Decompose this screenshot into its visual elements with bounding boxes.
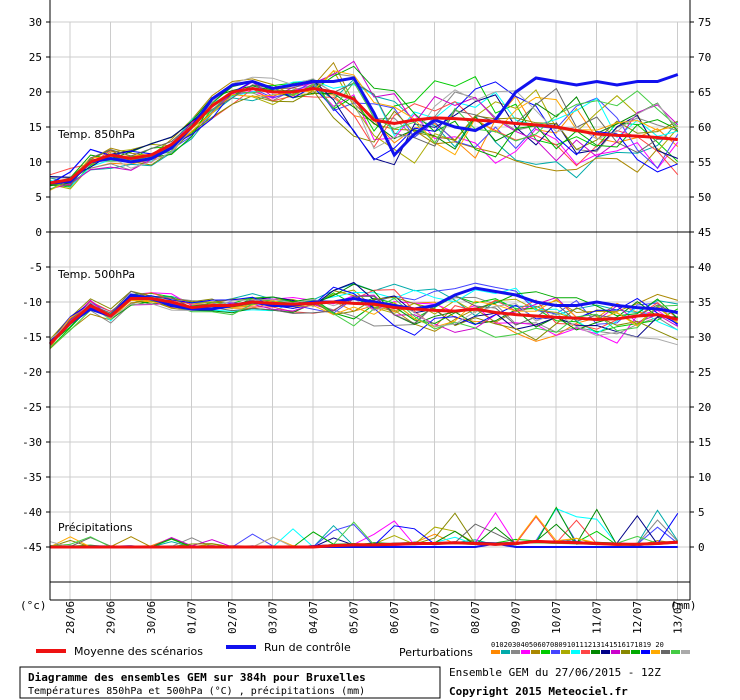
right-tick-label: 5 xyxy=(698,506,705,519)
right-tick-label: 65 xyxy=(698,86,711,99)
title-box xyxy=(19,666,441,699)
chart-subtitle: Températures 850hPa et 500hPa (°C) , pré… xyxy=(28,685,365,697)
perturbation-swatch xyxy=(641,650,650,654)
left-tick-label: -25 xyxy=(22,401,42,414)
perturbation-swatch xyxy=(541,650,550,654)
perturbation-swatch xyxy=(591,650,600,654)
right-tick-label: 50 xyxy=(698,191,711,204)
x-tick-label: 09/07 xyxy=(510,601,523,634)
right-tick-label: 10 xyxy=(698,471,711,484)
perturbation-t850-line xyxy=(49,79,678,187)
left-tick-label: -45 xyxy=(22,541,42,554)
perturbation-swatch xyxy=(671,650,680,654)
left-tick-label: -10 xyxy=(22,296,42,309)
x-tick-label: 02/07 xyxy=(226,601,239,634)
left-tick-label: 5 xyxy=(35,191,42,204)
right-tick-label: 15 xyxy=(698,436,711,449)
right-tick-label: 60 xyxy=(698,121,711,134)
legend-mean-label: Moyenne des scénarios xyxy=(74,645,203,658)
left-tick-label: -15 xyxy=(22,331,42,344)
legend-perturbation-numbers: 01020304050607080910111213141516171819 2… xyxy=(491,641,664,649)
perturbation-swatch xyxy=(561,650,570,654)
left-tick-label: 10 xyxy=(29,156,42,169)
x-tick-label: 30/06 xyxy=(145,601,158,634)
perturbation-swatch xyxy=(621,650,630,654)
left-tick-label: -30 xyxy=(22,436,42,449)
right-tick-label: 75 xyxy=(698,16,711,29)
x-tick-label: 06/07 xyxy=(388,601,401,634)
x-tick-label: 28/06 xyxy=(64,601,77,634)
axes xyxy=(46,0,694,601)
control-t850-line xyxy=(49,73,679,185)
x-tick-label: 11/07 xyxy=(591,601,604,634)
perturbation-t500-line xyxy=(49,298,679,344)
copyright: Copyright 2015 Meteociel.fr xyxy=(449,685,628,698)
right-tick-label: 35 xyxy=(698,296,711,309)
perturbation-swatch xyxy=(511,650,520,654)
chart-title: Diagramme des ensembles GEM sur 384h pou… xyxy=(28,671,366,684)
perturbation-swatch xyxy=(651,650,660,654)
right-tick-label: 30 xyxy=(698,331,711,344)
perturbation-t850-line xyxy=(49,88,679,176)
right-tick-label: 45 xyxy=(698,226,711,239)
right-tick-label: 40 xyxy=(698,261,711,274)
perturbation-swatch xyxy=(681,650,690,654)
x-tick-label: 12/07 xyxy=(631,601,644,634)
x-tick-label: 07/07 xyxy=(429,601,442,634)
mean-precip-line xyxy=(50,539,678,549)
mean-t850-line xyxy=(49,86,678,185)
left-tick-label: -20 xyxy=(22,366,42,379)
perturbation-swatch xyxy=(491,650,500,654)
panel-label-precip: Précipitations xyxy=(58,521,133,534)
left-tick-label: 20 xyxy=(29,86,42,99)
perturbation-swatch xyxy=(601,650,610,654)
ensemble-info: Ensemble GEM du 27/06/2015 - 12Z xyxy=(449,666,661,679)
x-tick-label: 29/06 xyxy=(105,601,118,634)
x-tick-label: 10/07 xyxy=(550,601,563,634)
left-tick-label: -5 xyxy=(29,261,42,274)
perturbation-t850-line xyxy=(49,78,679,184)
perturbation-swatch xyxy=(551,650,560,654)
left-tick-label: -40 xyxy=(22,506,42,519)
perturbation-t850-line xyxy=(49,76,679,183)
perturbation-swatch xyxy=(501,650,510,654)
x-tick-label: 13/07 xyxy=(672,601,685,634)
perturbation-swatch xyxy=(631,650,640,654)
right-tick-label: 0 xyxy=(698,541,705,554)
mean-and-control-lines xyxy=(48,73,679,549)
x-tick-label: 05/07 xyxy=(348,601,361,634)
left-axis-unit: (°c) xyxy=(20,599,47,612)
left-tick-label: 0 xyxy=(35,226,42,239)
perturbation-swatch xyxy=(531,650,540,654)
legend-perturbation-swatches xyxy=(491,650,690,654)
right-axis-unit: (mm) xyxy=(670,599,697,612)
mean-t500-line xyxy=(48,297,679,346)
perturbation-swatch xyxy=(521,650,530,654)
x-tick-label: 01/07 xyxy=(186,601,199,634)
left-tick-label: -35 xyxy=(22,471,42,484)
perturbation-t500-line xyxy=(49,283,678,346)
x-tick-label: 08/07 xyxy=(469,601,482,634)
panel-label-t500: Temp. 500hPa xyxy=(57,268,135,281)
perturbation-swatch xyxy=(611,650,620,654)
left-tick-label: 15 xyxy=(29,121,42,134)
legend-control-label: Run de contrôle xyxy=(264,641,351,654)
perturbation-swatch xyxy=(661,650,670,654)
perturbation-t850-line xyxy=(49,79,678,188)
right-tick-label: 25 xyxy=(698,366,711,379)
x-tick-label: 03/07 xyxy=(267,601,280,634)
perturbation-swatch xyxy=(581,650,590,654)
left-tick-label: 30 xyxy=(29,16,42,29)
x-tick-label: 04/07 xyxy=(307,601,320,634)
panel-label-t850: Temp. 850hPa xyxy=(57,128,135,141)
legend-perturbations-label: Perturbations xyxy=(399,646,473,659)
left-tick-label: 25 xyxy=(29,51,42,64)
right-tick-label: 20 xyxy=(698,401,711,414)
right-tick-label: 70 xyxy=(698,51,711,64)
perturbation-swatch xyxy=(571,650,580,654)
perturbation-t850-line xyxy=(49,89,679,187)
right-tick-label: 55 xyxy=(698,156,711,169)
